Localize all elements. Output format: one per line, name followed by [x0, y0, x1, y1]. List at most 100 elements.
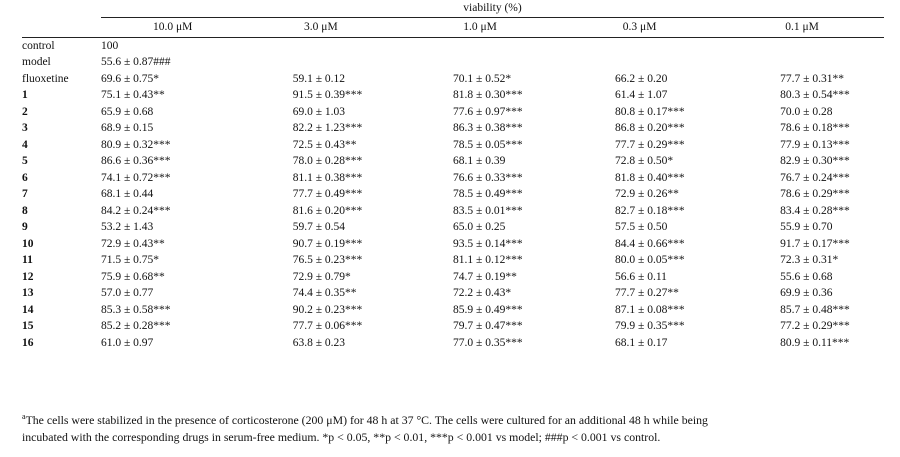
table-cell: 70.0 ± 0.28 [780, 105, 833, 118]
table-row: 2 65.9 ± 0.68 69.0 ± 1.03 77.6 ± 0.97*** 80.… [22, 104, 884, 121]
table-cell: 68.1 ± 0.44 [100, 188, 154, 200]
row-label: fluoxetine [22, 72, 69, 85]
table-body: control 100 model 55.6 ± 0.87### fluoxetine 6… [22, 37, 884, 351]
table-cell: 93.5 ± 0.14*** [453, 237, 523, 250]
table-cell: 72.9 ± 0.79* [292, 270, 351, 283]
table-cell [401, 37, 559, 54]
row-label: 5 [22, 155, 28, 167]
table-row: 5 86.6 ± 0.36*** 78.0 ± 0.28*** 68.1 ± 0.39… [22, 153, 884, 170]
table-cell [559, 54, 720, 71]
table-cell: 86.8 ± 0.20*** [615, 122, 685, 134]
table-cell: 77.7 ± 0.31** [780, 72, 844, 85]
table-cell: 55.9 ± 0.70 [780, 221, 833, 233]
row-label: 8 [22, 204, 28, 217]
table-row: 3 68.9 ± 0.15 82.2 ± 1.23*** 86.3 ± 0.38***… [22, 120, 884, 137]
row-label: 4 [22, 138, 28, 151]
table-cell: 91.7 ± 0.17*** [780, 237, 850, 250]
table-cell: 77.9 ± 0.13*** [780, 138, 850, 151]
table-cell: 82.2 ± 1.23*** [292, 122, 363, 134]
table-cell: 85.9 ± 0.49*** [453, 303, 523, 316]
row-label: 10 [22, 237, 34, 250]
table-cell: 77.0 ± 0.35*** [453, 336, 523, 349]
table-cell: 82.9 ± 0.30*** [780, 155, 850, 167]
column-header: 10.0 μM [100, 17, 241, 38]
table-cell: 83.5 ± 0.01*** [453, 204, 523, 217]
table-cell: 77.6 ± 0.97*** [453, 105, 523, 118]
table-row: 1 75.1 ± 0.43** 91.5 ± 0.39*** 81.8 ± 0.30*… [22, 87, 884, 104]
stub-header-cell [22, 17, 101, 38]
row-label: 12 [22, 270, 34, 283]
table-cell: 69.0 ± 1.03 [292, 105, 346, 118]
table-cell: 86.3 ± 0.38*** [453, 122, 523, 134]
table-cell: 81.1 ± 0.12*** [453, 254, 523, 266]
table-cell [401, 54, 559, 71]
table-cell: 57.5 ± 0.50 [615, 221, 668, 233]
table-cell: 90.2 ± 0.23*** [292, 303, 363, 316]
table-cell: 72.8 ± 0.50* [615, 155, 674, 167]
table-cell: 78.6 ± 0.18*** [780, 122, 850, 134]
footnote-line: aThe cells were stabilized in the presen… [22, 412, 884, 429]
table-cell: 78.0 ± 0.28*** [292, 155, 363, 167]
column-header: 1.0 μM [401, 17, 560, 38]
table-row: 4 80.9 ± 0.32*** 72.5 ± 0.43** 78.5 ± 0.05*… [22, 137, 884, 154]
footnote-text: incubated with the corresponding drugs i… [22, 430, 661, 444]
table-row: 16 61.0 ± 0.97 63.8 ± 0.23 77.0 ± 0.35*** 68… [22, 335, 884, 352]
table-cell: 83.4 ± 0.28*** [780, 204, 850, 217]
table-cell: 80.9 ± 0.11*** [780, 336, 850, 349]
table-cell: 72.5 ± 0.43** [292, 138, 357, 151]
table-cell: 81.8 ± 0.30*** [453, 89, 523, 101]
table-cell: 78.5 ± 0.49*** [453, 188, 523, 200]
table-row: 12 75.9 ± 0.68** 72.9 ± 0.79* 74.7 ± 0.19**… [22, 269, 884, 286]
table-cell: 78.5 ± 0.05*** [453, 138, 523, 151]
viability-table: viability (%) 10.0 μM 3.0 μM 1.0 μM 0.3 … [22, 0, 884, 351]
table-cell: 72.3 ± 0.31* [780, 254, 839, 266]
row-label: 3 [22, 122, 28, 134]
table-cell: 72.2 ± 0.43* [453, 287, 512, 299]
table-row: 15 85.2 ± 0.28*** 77.7 ± 0.06*** 79.7 ± 0.4… [22, 318, 884, 335]
table-cell: 84.2 ± 0.24*** [100, 204, 171, 217]
table-cell: 80.3 ± 0.54*** [780, 89, 850, 101]
column-header: 3.0 μM [240, 17, 402, 38]
column-header: 0.1 μM [720, 17, 884, 38]
table-cell: 87.1 ± 0.08*** [615, 303, 685, 316]
row-label: 16 [22, 336, 34, 349]
table-row: 9 53.2 ± 1.43 59.7 ± 0.54 65.0 ± 0.25 57.5 ±… [22, 219, 884, 236]
table-cell: 59.1 ± 0.12 [292, 72, 346, 85]
table-cell: 90.7 ± 0.19*** [292, 237, 363, 250]
table-cell: 68.9 ± 0.15 [100, 122, 154, 134]
table-cell: 70.1 ± 0.52* [453, 72, 512, 85]
table-cell: 69.6 ± 0.75* [100, 72, 160, 85]
column-header: 0.3 μM [559, 17, 721, 38]
stub-header [22, 0, 101, 17]
table-cell: 77.2 ± 0.29*** [780, 320, 850, 332]
footnote-text: The cells were stabilized in the presenc… [25, 413, 708, 427]
table-cell: 91.5 ± 0.39*** [292, 89, 363, 101]
table-cell: 79.9 ± 0.35*** [615, 320, 685, 332]
table-cell: 82.7 ± 0.18*** [615, 204, 685, 217]
table-cell: 56.6 ± 0.11 [615, 270, 667, 283]
table-cell: 85.2 ± 0.28*** [100, 320, 171, 332]
table-cell: 75.1 ± 0.43** [100, 89, 165, 101]
table-cell: 57.0 ± 0.77 [100, 287, 154, 299]
table-cell: 81.8 ± 0.40*** [615, 171, 685, 184]
row-label: 14 [22, 303, 34, 316]
table-cell: 79.7 ± 0.47*** [453, 320, 523, 332]
table-cell: 63.8 ± 0.23 [292, 336, 346, 349]
table-cell: 74.1 ± 0.72*** [100, 171, 171, 184]
column-header-row: 10.0 μM 3.0 μM 1.0 μM 0.3 μM 0.1 μM [22, 17, 884, 38]
table-cell: 59.7 ± 0.54 [292, 221, 346, 233]
table-row: control 100 [22, 37, 884, 54]
table-row: fluoxetine 69.6 ± 0.75* 59.1 ± 0.12 70.1 ± … [22, 71, 884, 88]
table-footnote: aThe cells were stabilized in the presen… [22, 412, 884, 446]
row-label: model [22, 56, 51, 68]
row-label: 9 [22, 221, 28, 233]
table-cell: 53.2 ± 1.43 [100, 221, 154, 233]
table-cell [241, 54, 401, 71]
footnote-marker: a [22, 412, 26, 422]
table-cell: 72.9 ± 0.43** [100, 237, 165, 250]
row-label: 1 [22, 89, 28, 101]
row-label: 13 [22, 287, 34, 299]
table-cell: 69.9 ± 0.36 [780, 287, 833, 299]
table-row: 6 74.1 ± 0.72*** 81.1 ± 0.38*** 76.6 ± 0.33… [22, 170, 884, 187]
